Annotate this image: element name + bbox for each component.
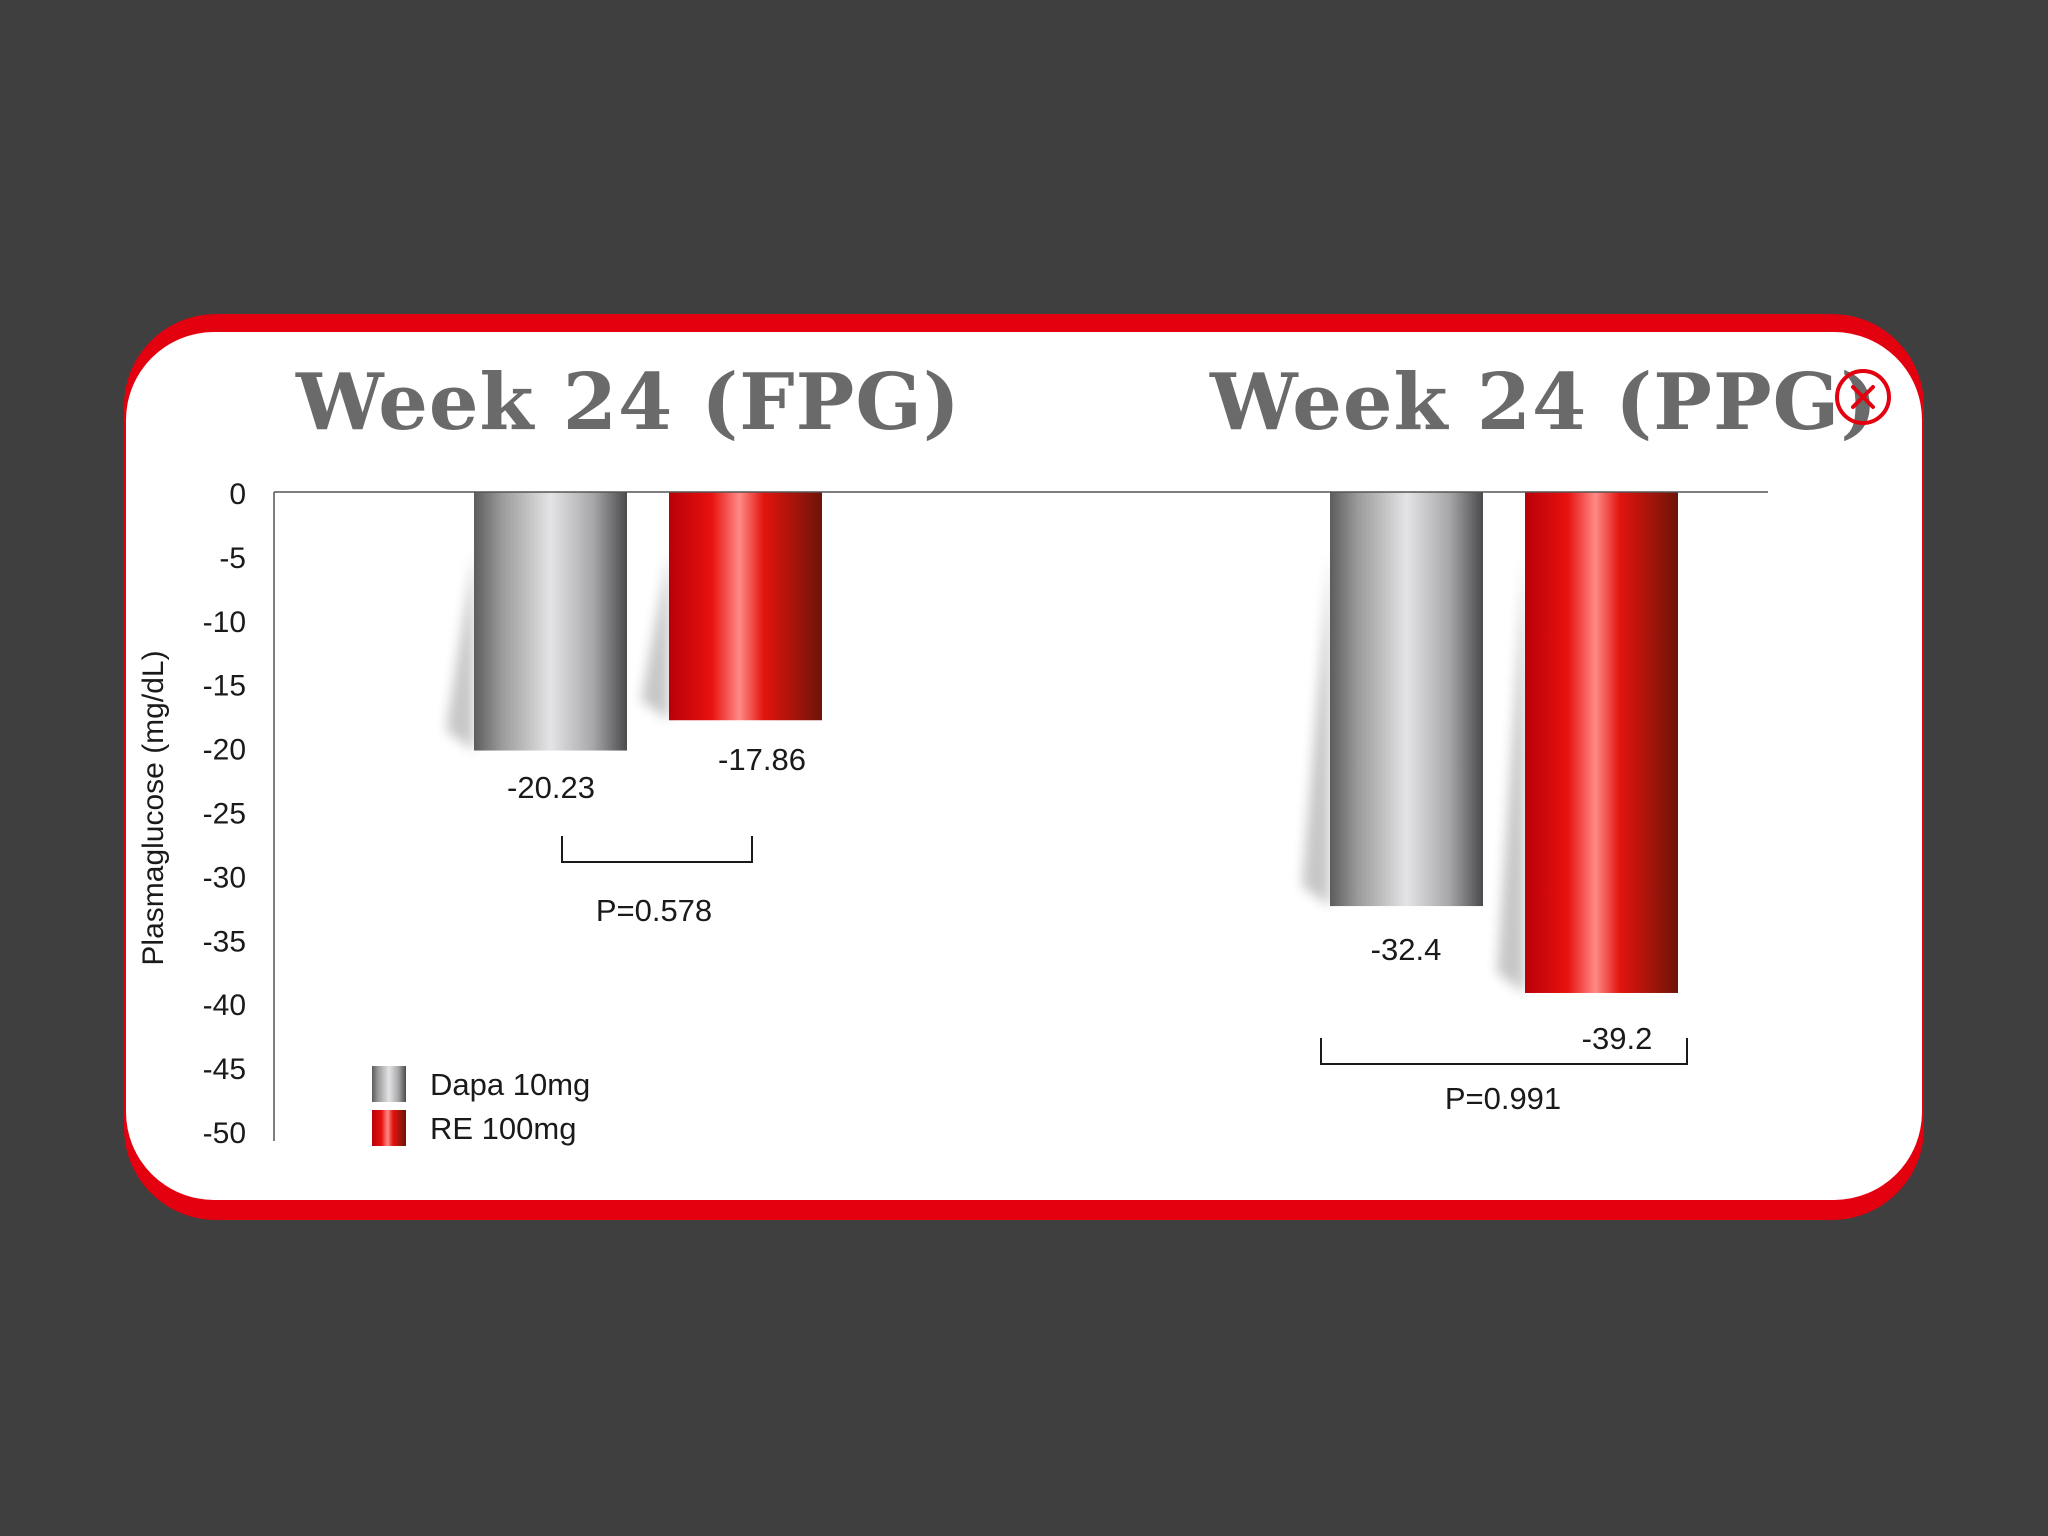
data-label: -20.23	[507, 770, 595, 805]
y-tick-label: -40	[203, 989, 246, 1022]
y-tick-label: -30	[203, 861, 246, 894]
p-value-label: P=0.991	[1445, 1081, 1561, 1116]
bar-re-panel-1	[669, 492, 822, 721]
bar-shadow	[1302, 552, 1330, 907]
bar-dapa-panel-1	[474, 492, 627, 751]
data-label: -32.4	[1371, 932, 1442, 967]
data-label: -39.2	[1582, 1021, 1653, 1056]
legend-swatch-re	[372, 1110, 406, 1146]
y-tick-label: -15	[203, 670, 246, 703]
data-label: -17.86	[718, 742, 806, 777]
bar-shadow	[446, 552, 474, 751]
significance-bracket	[1320, 1038, 1688, 1065]
y-tick-label: -35	[203, 925, 246, 958]
panel-title-ppg: Week 24 (PPG)	[1210, 357, 1879, 448]
legend-swatch-dapa	[372, 1066, 406, 1102]
y-tick-label: -25	[203, 798, 246, 831]
close-icon[interactable]	[1834, 368, 1892, 426]
bar-shadow	[1497, 552, 1525, 993]
y-tick-label: 0	[229, 478, 246, 511]
y-tick-label: -45	[203, 1053, 246, 1086]
p-value-label: P=0.578	[596, 893, 712, 928]
y-tick-label: -20	[203, 734, 246, 767]
y-tick-label: -5	[219, 542, 246, 575]
legend-label: Dapa 10mg	[430, 1067, 590, 1102]
bar-re-panel-2	[1525, 492, 1678, 993]
bar-shadow	[641, 552, 669, 721]
y-tick-label: -10	[203, 606, 246, 639]
significance-bracket	[561, 836, 753, 863]
y-tick-label: -50	[203, 1117, 246, 1150]
bar-dapa-panel-2	[1330, 492, 1483, 907]
legend-label: RE 100mg	[430, 1111, 576, 1146]
panel-title-fpg: Week 24 (FPG)	[296, 357, 961, 448]
